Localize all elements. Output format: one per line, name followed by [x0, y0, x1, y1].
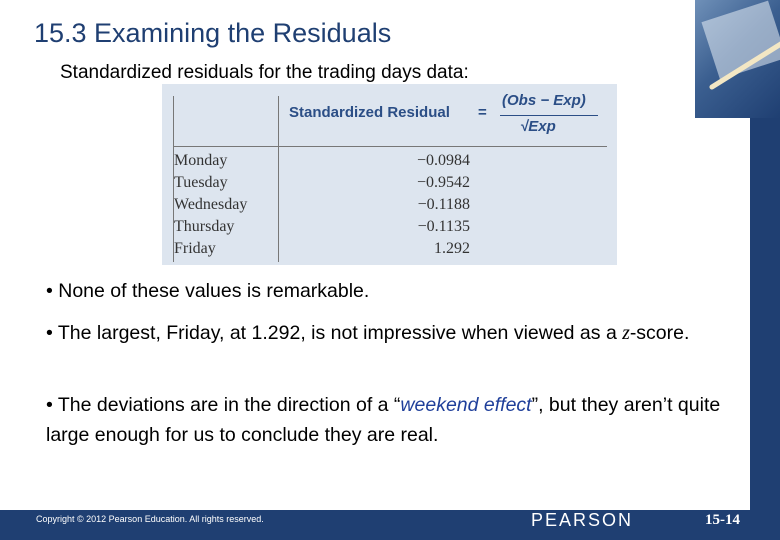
table-row-day: Friday — [174, 240, 216, 257]
bullet-weekend-suffix: ”, but they aren’t quite large enough fo… — [46, 394, 721, 446]
table-row-value: −0.1135 — [417, 218, 470, 235]
right-accent-bar — [750, 118, 780, 510]
table-row-value: −0.1188 — [417, 196, 470, 213]
copyright-text: Copyright © 2012 Pearson Education. All … — [36, 514, 264, 524]
fraction-bar — [500, 115, 598, 116]
table-row-day: Wednesday — [174, 196, 248, 213]
z-variable: z — [622, 323, 630, 344]
formula-denominator: √Exp — [520, 118, 556, 135]
table-row-value: 1.292 — [434, 240, 470, 257]
page-number: 15-14 — [705, 512, 740, 528]
table-row-day: Tuesday — [174, 174, 228, 191]
residuals-table — [162, 84, 617, 265]
corner-decoration-image — [695, 0, 780, 118]
bullet-largest-suffix: -score. — [629, 322, 690, 344]
table-row-value: −0.0984 — [416, 152, 470, 169]
bullet-largest-text: • The largest, Friday, at 1.292, is not … — [46, 322, 623, 344]
weekend-effect-emphasis: weekend effect — [400, 394, 532, 416]
slide-title: 15.3 Examining the Residuals — [34, 18, 392, 48]
formula-equals: = — [478, 104, 487, 121]
bullet-weekend-text: • The deviations are in the direction of… — [46, 394, 401, 416]
table-column-header: Standardized Residual — [289, 104, 450, 121]
table-left-border — [173, 96, 174, 262]
bullet-weekend-effect: • The deviations are in the direction of… — [46, 390, 736, 450]
table-header-divider — [173, 146, 607, 147]
formula-numerator: (Obs − Exp) — [502, 92, 586, 109]
table-row-day: Thursday — [174, 218, 235, 235]
footer-bar — [0, 510, 780, 540]
slide-subtitle: Standardized residuals for the trading d… — [60, 62, 469, 83]
table-column-divider — [278, 96, 279, 262]
table-row-day: Monday — [174, 152, 228, 169]
table-row-value: −0.9542 — [416, 174, 470, 191]
bullet-remarkable: • None of these values is remarkable. — [46, 280, 370, 302]
bullet-largest-value: • The largest, Friday, at 1.292, is not … — [46, 318, 736, 349]
pearson-logo: PEARSON — [531, 510, 634, 530]
residual-formula: = (Obs − Exp) √Exp — [478, 90, 608, 142]
